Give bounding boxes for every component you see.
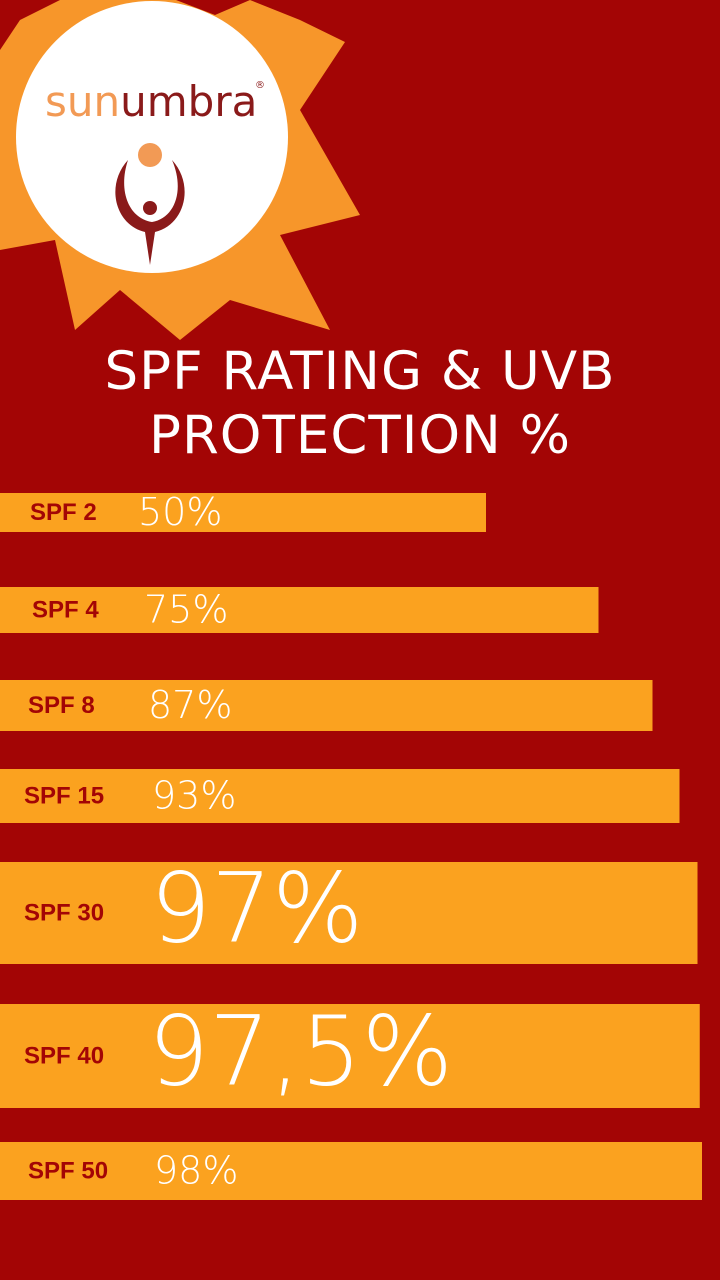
- value-label: 98%: [154, 1149, 238, 1193]
- logo-figure-arc: [115, 160, 185, 265]
- logo-umbra: umbra: [120, 77, 257, 126]
- value-label: 93%: [152, 774, 236, 818]
- value-label: 97%: [150, 852, 363, 964]
- category-label: SPF 2: [30, 499, 97, 526]
- bar: [0, 769, 680, 823]
- category-label: SPF 15: [24, 782, 104, 809]
- chart-title: SPF RATING & UVB PROTECTION %: [104, 341, 616, 466]
- logo-circle: [16, 1, 288, 273]
- category-label: SPF 4: [32, 596, 99, 623]
- value-label: 87%: [148, 683, 232, 727]
- category-label: SPF 30: [24, 899, 104, 926]
- bar: [0, 1004, 700, 1108]
- logo-figure-head: [143, 201, 157, 215]
- logo-sun: sun: [45, 77, 120, 126]
- value-label: 97,5%: [148, 995, 453, 1107]
- bar: [0, 862, 698, 964]
- logo-sun-dot: [138, 143, 162, 167]
- title-box: SPF RATING & UVB PROTECTION %: [0, 340, 720, 468]
- logo-text: sunumbra: [45, 77, 257, 126]
- category-label: SPF 40: [24, 1042, 104, 1069]
- category-label: SPF 50: [28, 1157, 108, 1184]
- value-label: 75%: [144, 588, 228, 632]
- value-label: 50%: [138, 490, 222, 534]
- bar: [0, 680, 653, 731]
- category-label: SPF 8: [28, 692, 95, 719]
- bar: [0, 1142, 702, 1200]
- bar: [0, 493, 486, 532]
- logo-mark: ®: [255, 80, 265, 91]
- bar: [0, 587, 599, 633]
- sun-logo: sunumbra ®: [0, 0, 360, 340]
